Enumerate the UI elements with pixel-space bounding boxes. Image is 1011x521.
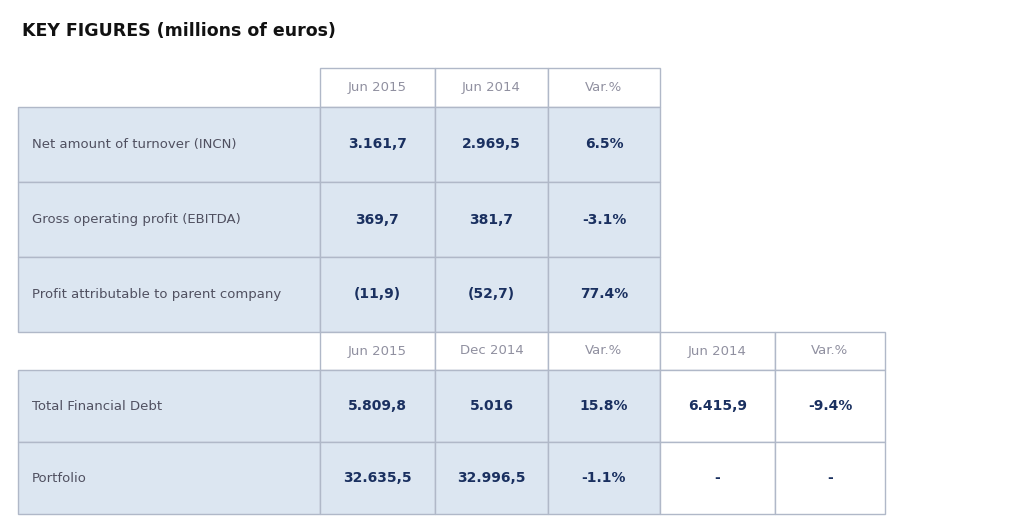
Text: Var.%: Var.% [812, 344, 848, 357]
Bar [320, 107, 435, 182]
Bar [435, 257, 548, 332]
Text: 5.809,8: 5.809,8 [348, 399, 407, 413]
Text: Dec 2014: Dec 2014 [460, 344, 524, 357]
Text: -3.1%: -3.1% [581, 213, 626, 227]
Bar [435, 370, 548, 442]
Text: 381,7: 381,7 [469, 213, 514, 227]
Text: Var.%: Var.% [585, 344, 623, 357]
Bar [320, 332, 435, 370]
Text: 15.8%: 15.8% [579, 399, 628, 413]
Text: 77.4%: 77.4% [580, 288, 628, 302]
Text: Var.%: Var.% [585, 81, 623, 94]
Text: 32.996,5: 32.996,5 [457, 471, 526, 485]
Bar [18, 442, 320, 514]
Bar [18, 370, 320, 442]
Text: -: - [827, 471, 833, 485]
Text: KEY FIGURES (millions of euros): KEY FIGURES (millions of euros) [22, 22, 336, 40]
Bar [775, 442, 885, 514]
Text: Jun 2014: Jun 2014 [688, 344, 747, 357]
Bar [435, 442, 548, 514]
Bar [320, 442, 435, 514]
Text: -9.4%: -9.4% [808, 399, 852, 413]
Bar [660, 332, 775, 370]
Bar [775, 370, 885, 442]
Text: Profit attributable to parent company: Profit attributable to parent company [32, 288, 281, 301]
Text: 3.161,7: 3.161,7 [348, 138, 407, 152]
Text: 6.5%: 6.5% [584, 138, 624, 152]
Text: Total Financial Debt: Total Financial Debt [32, 400, 162, 413]
Bar [320, 182, 435, 257]
Bar [548, 182, 660, 257]
Bar [548, 68, 660, 107]
Bar [660, 370, 775, 442]
Text: 2.969,5: 2.969,5 [462, 138, 521, 152]
Text: -1.1%: -1.1% [581, 471, 626, 485]
Text: (11,9): (11,9) [354, 288, 401, 302]
Text: 5.016: 5.016 [469, 399, 514, 413]
Bar [548, 332, 660, 370]
Bar [18, 107, 320, 182]
Bar [435, 182, 548, 257]
Bar [548, 370, 660, 442]
Bar [18, 182, 320, 257]
Text: Jun 2015: Jun 2015 [348, 344, 407, 357]
Text: Gross operating profit (EBITDA): Gross operating profit (EBITDA) [32, 213, 241, 226]
Bar [435, 68, 548, 107]
Bar [548, 257, 660, 332]
Bar [548, 442, 660, 514]
Text: (52,7): (52,7) [468, 288, 515, 302]
Text: -: - [715, 471, 721, 485]
Bar [548, 107, 660, 182]
Bar [320, 68, 435, 107]
Bar [320, 370, 435, 442]
Bar [435, 107, 548, 182]
Text: Net amount of turnover (INCN): Net amount of turnover (INCN) [32, 138, 237, 151]
Text: Jun 2014: Jun 2014 [462, 81, 521, 94]
Bar [18, 257, 320, 332]
Text: 369,7: 369,7 [356, 213, 399, 227]
Text: 32.635,5: 32.635,5 [343, 471, 411, 485]
Text: 6.415,9: 6.415,9 [688, 399, 747, 413]
Bar [660, 442, 775, 514]
Bar [775, 332, 885, 370]
Bar [320, 257, 435, 332]
Text: Portfolio: Portfolio [32, 472, 87, 485]
Bar [435, 332, 548, 370]
Text: Jun 2015: Jun 2015 [348, 81, 407, 94]
